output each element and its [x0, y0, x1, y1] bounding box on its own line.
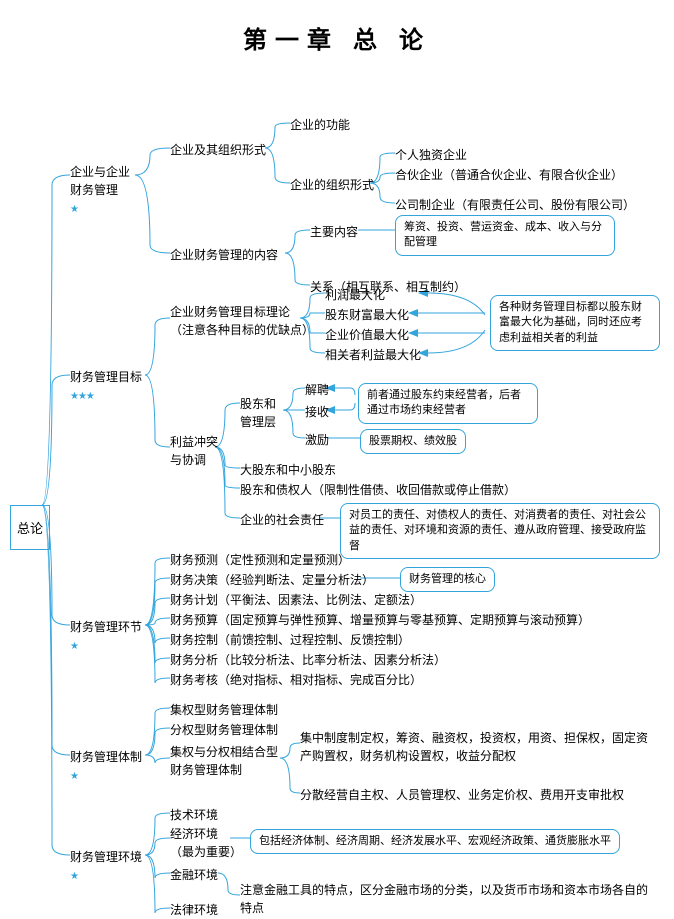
node-enterprise-mgmt: 企业与企业 财务管理★	[70, 163, 130, 217]
node-d1: 集权型财务管理体制	[170, 701, 278, 719]
node-e3-box: 注意金融工具的特点，区分金融市场的分类，以及货币市场和资本市场各自的特点	[240, 881, 650, 917]
node-b2-1-3: 激励	[305, 431, 329, 449]
node-c6: 财务分析（比较分析法、比率分析法、因素分析法）	[170, 651, 446, 669]
box-a2-1: 筹资、投资、营运资金、成本、收入与分配管理	[395, 215, 615, 256]
node-b1-3: 企业价值最大化	[325, 326, 409, 344]
node-a1-2-3: 公司制企业（有限责任公司、股份有限公司）	[395, 196, 635, 214]
node-d3: 集权与分权相结合型 财务管理体制	[170, 743, 278, 779]
node-e3: 金融环境	[170, 866, 218, 884]
node-fin-env: 财务管理环境★	[70, 848, 142, 884]
node-b2-4: 企业的社会责任	[240, 511, 324, 529]
node-b1-4: 相关者利益最大化	[325, 346, 421, 364]
node-b1: 企业财务管理目标理论 （注意各种目标的优缺点）	[170, 303, 314, 339]
node-e1: 技术环境	[170, 806, 218, 824]
node-b2-2: 大股东和中小股东	[240, 461, 336, 479]
node-a2-1: 主要内容	[310, 223, 358, 241]
node-a1-1: 企业的功能	[290, 116, 350, 134]
node-fin-link: 财务管理环节★	[70, 618, 142, 654]
box-e2: 包括经济体制、经济周期、经济发展水平、宏观经济政策、通货膨胀水平	[250, 829, 620, 854]
node-b2: 利益冲突 与协调	[170, 433, 218, 469]
node-a1-2-1: 个人独资企业	[395, 146, 467, 164]
node-a1-2-2: 合伙企业（普通合伙企业、有限合伙企业）	[395, 166, 623, 184]
star-icon: ★	[70, 871, 78, 882]
star-icon: ★	[70, 771, 78, 782]
star-icon: ★	[70, 204, 78, 215]
node-d3-2: 分散经营自主权、人员管理权、业务定价权、费用开支审批权	[300, 786, 624, 804]
node-d3-1: 集中制度制定权，筹资、融资权，投资权，用资、担保权，固定资产购置权，财务机构设置…	[300, 729, 650, 765]
box-b2-1-3: 股票期权、绩效股	[360, 429, 466, 454]
box-c2: 财务管理的核心	[400, 567, 495, 592]
node-b2-3: 股东和债权人（限制性借债、收回借款或停止借款）	[240, 481, 516, 499]
node-d2: 分权型财务管理体制	[170, 721, 278, 739]
node-c1: 财务预测（定性预测和定量预测）	[170, 551, 350, 569]
box-b2-4: 对员工的责任、对债权人的责任、对消费者的责任、对社会公益的责任、对环境和资源的责…	[340, 503, 660, 559]
node-b1-1: 利润最大化	[325, 286, 385, 304]
box-b1: 各种财务管理目标都以股东财富最大化为基础，同时还应考虑利益相关者的利益	[490, 295, 660, 351]
node-fin-system: 财务管理体制★	[70, 748, 142, 784]
node-b2-1-2: 接收	[305, 403, 329, 421]
node-fin-goal: 财务管理目标★★★	[70, 368, 142, 404]
mindmap: 总论 企业与企业 财务管理★ 财务管理目标★★★ 财务管理环节★ 财务管理体制★…	[0, 85, 674, 915]
node-b1-2: 股东财富最大化	[325, 306, 409, 324]
node-a1-2: 企业的组织形式	[290, 176, 374, 194]
node-a1: 企业及其组织形式	[170, 141, 266, 159]
node-b2-1-1: 解聘	[305, 381, 329, 399]
node-c2: 财务决策（经验判断法、定量分析法）	[170, 571, 374, 589]
star-icon: ★★★	[70, 391, 94, 402]
node-b2-1: 股东和 管理层	[240, 395, 276, 431]
page-title: 第一章 总 论	[0, 0, 674, 85]
root-node: 总论	[10, 505, 50, 550]
star-icon: ★	[70, 641, 78, 652]
box-b2-1: 前者通过股东约束经营者，后者通过市场约束经营者	[358, 383, 538, 424]
node-e4: 法律环境	[170, 901, 218, 919]
node-c3: 财务计划（平衡法、因素法、比例法、定额法）	[170, 591, 422, 609]
node-c4: 财务预算（固定预算与弹性预算、增量预算与零基预算、定期预算与滚动预算）	[170, 611, 590, 629]
node-e2: 经济环境 （最为重要）	[170, 825, 242, 861]
node-c5: 财务控制（前馈控制、过程控制、反馈控制）	[170, 631, 410, 649]
node-c7: 财务考核（绝对指标、相对指标、完成百分比）	[170, 671, 422, 689]
node-a2: 企业财务管理的内容	[170, 246, 278, 264]
